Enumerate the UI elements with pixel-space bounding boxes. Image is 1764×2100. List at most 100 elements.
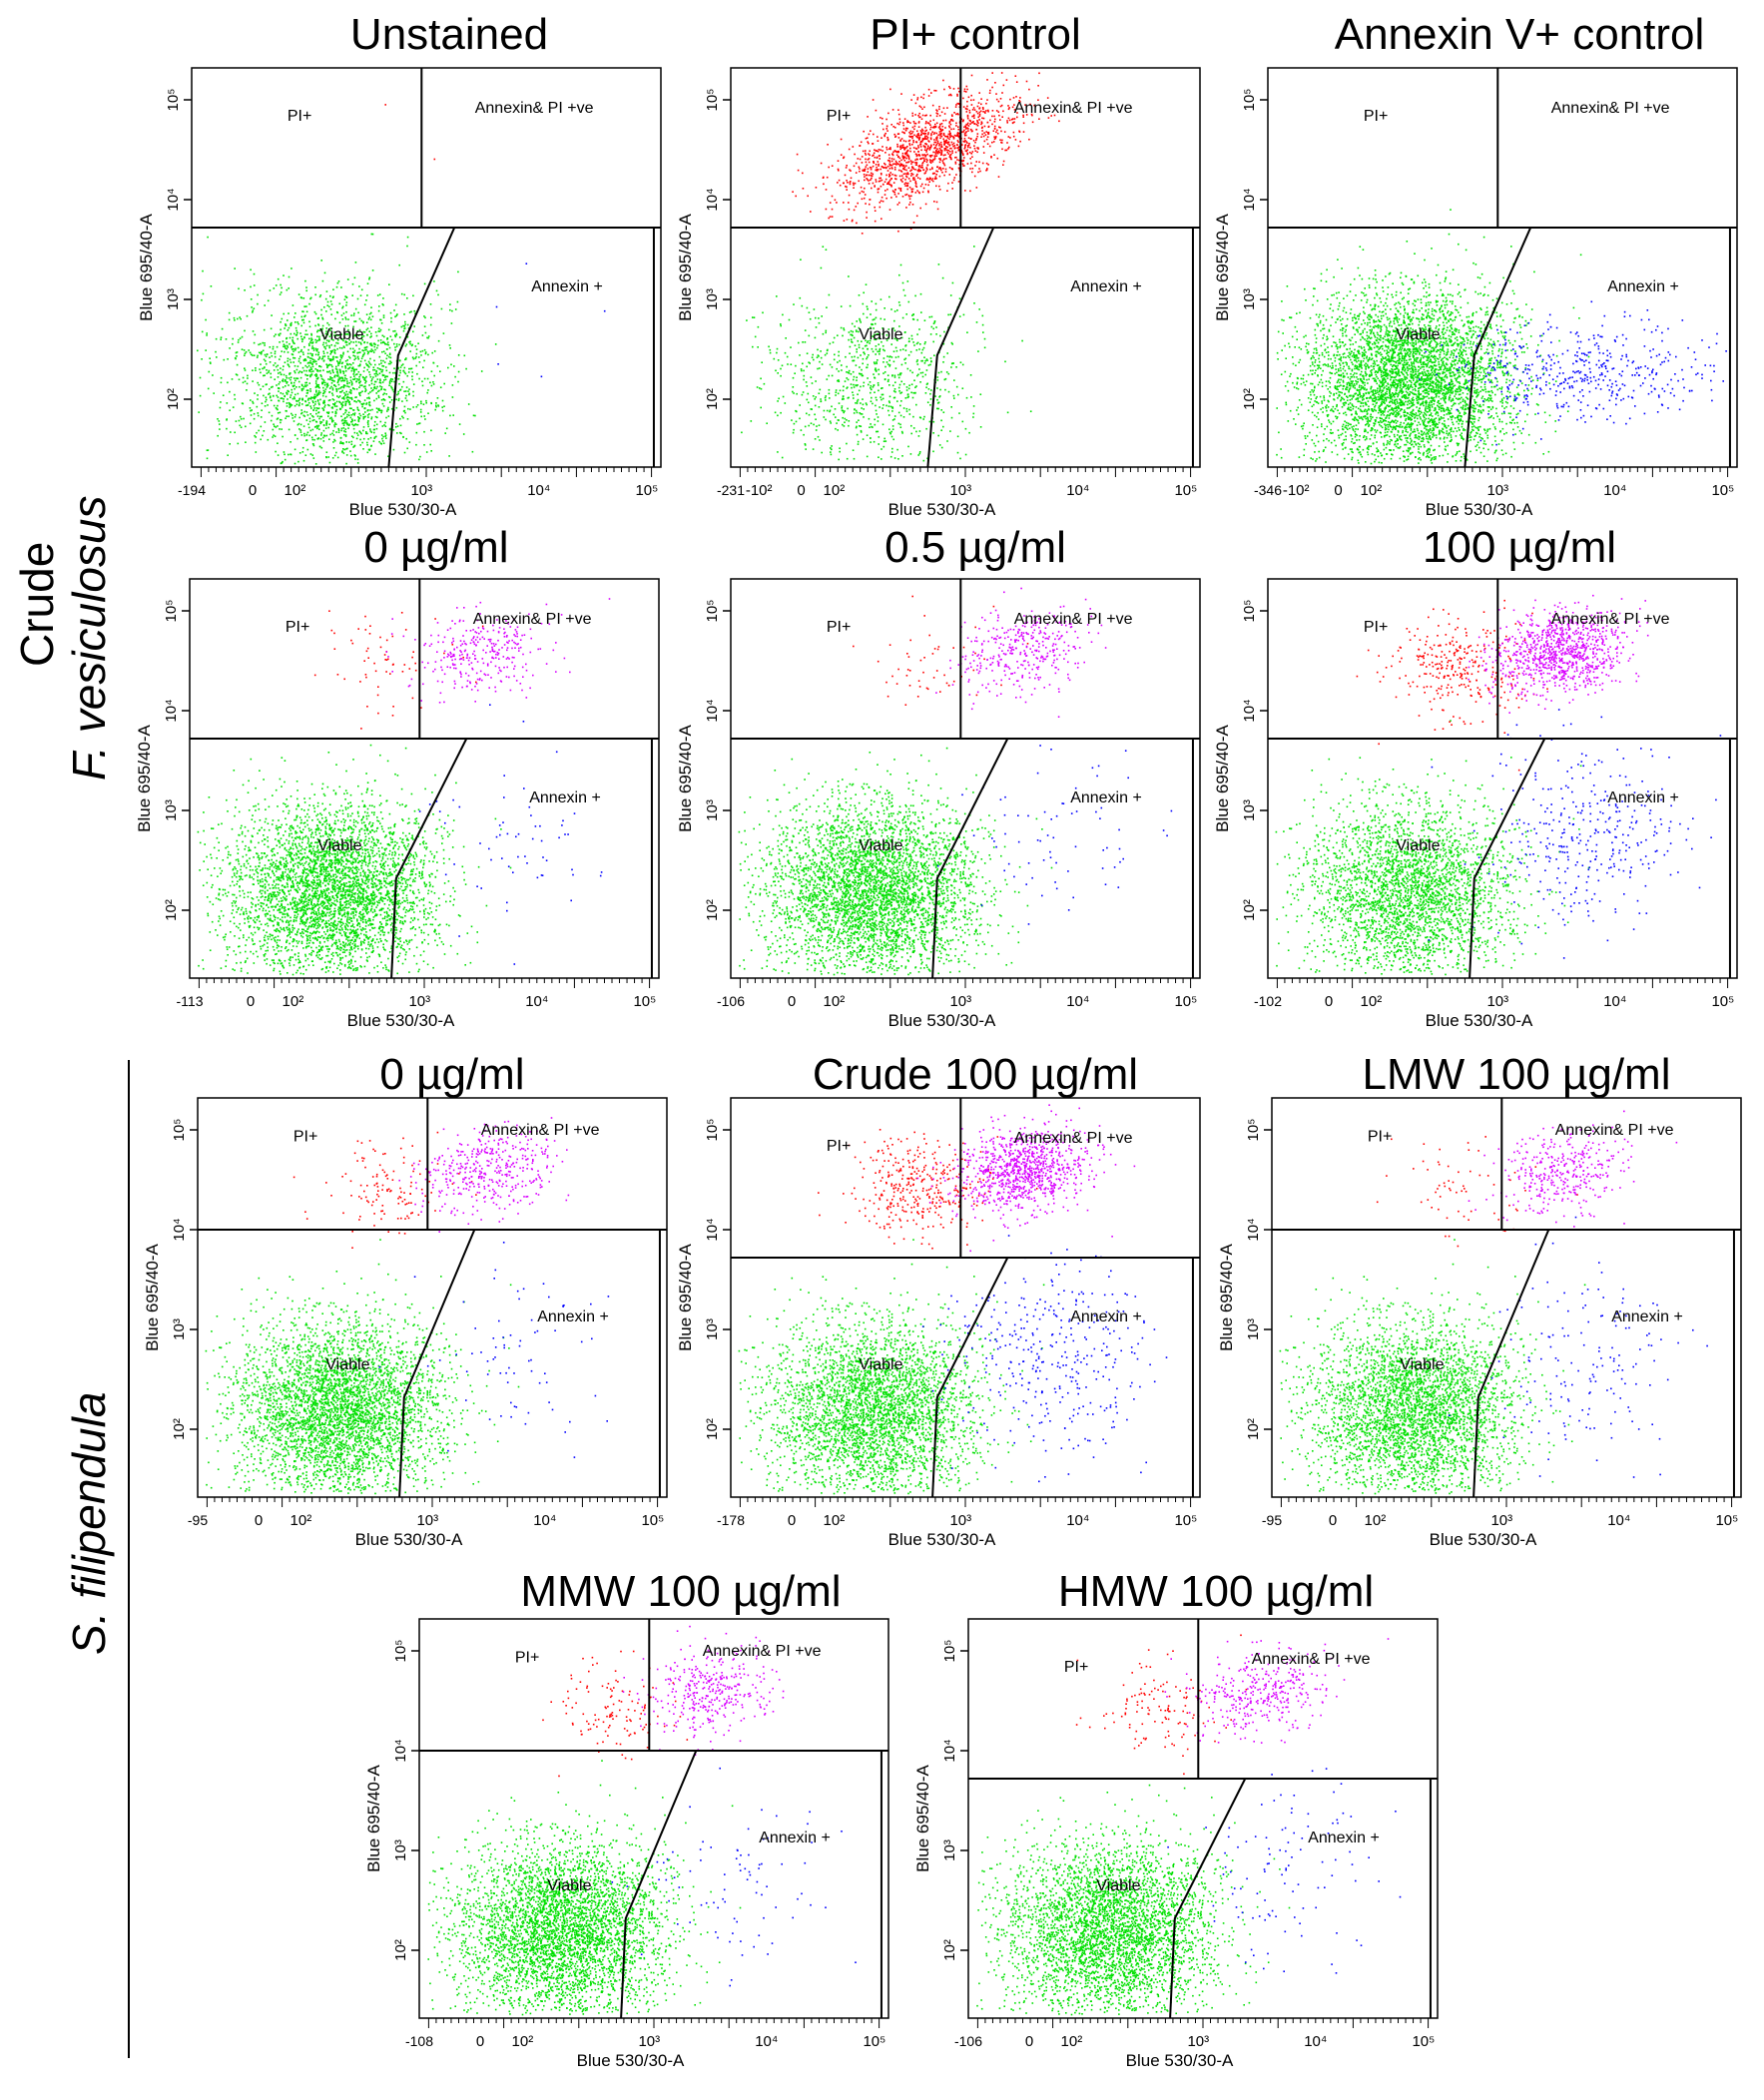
event-dot: [983, 140, 986, 143]
event-dot: [917, 373, 919, 376]
event-dot: [450, 322, 453, 324]
event-dot: [964, 126, 967, 129]
y-tick-label: 10⁵: [165, 89, 182, 112]
event-dot: [850, 170, 852, 172]
event-dot: [858, 166, 861, 169]
event-dot: [1058, 120, 1060, 123]
event-dot: [977, 350, 979, 352]
event-dot: [868, 354, 870, 356]
event-dot: [383, 388, 385, 390]
event-dot: [1001, 148, 1003, 151]
event-dot: [331, 392, 333, 394]
event-dot: [367, 423, 369, 425]
event-dot: [1028, 138, 1030, 141]
event-dot: [876, 430, 878, 433]
event-dot: [300, 324, 302, 327]
event-dot: [268, 393, 270, 395]
event-dot: [774, 411, 777, 414]
event-dot: [325, 363, 327, 365]
event-dot: [379, 328, 382, 331]
event-dot: [346, 333, 348, 335]
event-dot: [951, 281, 954, 284]
event-dot: [395, 398, 397, 401]
event-dot: [993, 125, 996, 128]
event-dot: [950, 366, 952, 368]
event-dot: [898, 383, 901, 386]
event-dot: [334, 410, 337, 413]
event-dot: [938, 444, 941, 446]
event-dot: [924, 392, 927, 394]
event-dot: [310, 368, 313, 370]
event-dot: [356, 432, 358, 434]
event-dot: [352, 341, 355, 343]
event-dot: [302, 359, 305, 362]
event-dot: [1470, 336, 1472, 339]
event-dot: [270, 327, 273, 330]
event-dot: [404, 397, 407, 399]
event-dot: [1435, 333, 1437, 335]
event-dot: [881, 137, 882, 139]
event-dot: [337, 334, 339, 336]
event-dot: [294, 462, 296, 465]
event-dot: [297, 460, 299, 463]
event-dot: [952, 136, 955, 139]
event-dot: [1380, 404, 1382, 406]
event-dot: [344, 369, 347, 372]
event-dot: [1459, 385, 1461, 387]
event-dot: [831, 445, 833, 447]
event-dot: [322, 386, 324, 389]
event-dot: [901, 181, 903, 183]
event-dot: [1359, 352, 1361, 355]
event-dot: [356, 434, 359, 436]
event-dot: [881, 448, 882, 450]
event-dot: [971, 122, 974, 124]
event-dot: [912, 141, 914, 144]
event-dot: [862, 398, 864, 400]
event-dot: [876, 166, 878, 169]
event-dot: [910, 391, 912, 394]
event-dot: [972, 405, 975, 407]
event-dot: [891, 173, 893, 176]
event-dot: [303, 384, 306, 386]
event-dot: [867, 168, 870, 170]
event-dot: [902, 122, 904, 124]
event-dot: [948, 145, 950, 147]
event-dot: [924, 154, 927, 157]
event-dot: [297, 293, 300, 295]
event-dot: [908, 408, 910, 411]
event-dot: [382, 316, 385, 318]
event-dot: [304, 400, 307, 403]
event-dot: [1394, 303, 1396, 306]
event-dot: [876, 170, 879, 172]
event-dot: [362, 426, 365, 428]
event-dot: [261, 350, 263, 353]
event-dot: [879, 180, 882, 183]
event-dot: [1412, 355, 1415, 357]
event-dot: [333, 348, 335, 351]
event-dot: [364, 379, 366, 381]
event-dot: [388, 428, 391, 431]
event-dot: [956, 435, 959, 438]
x-tick-label: 10⁵: [1174, 482, 1197, 499]
event-dot: [232, 342, 234, 345]
event-dot: [404, 323, 406, 325]
event-dot: [927, 190, 929, 193]
event-dot: [1000, 104, 1003, 107]
event-dot: [400, 292, 403, 295]
event-dot: [363, 359, 366, 362]
event-dot: [891, 425, 894, 427]
event-dot: [933, 172, 936, 175]
event-dot: [850, 177, 853, 180]
event-dot: [1343, 344, 1346, 347]
event-dot: [815, 396, 817, 398]
event-dot: [891, 419, 894, 421]
event-dot: [1314, 333, 1317, 336]
event-dot: [308, 420, 311, 423]
event-dot: [776, 347, 779, 350]
event-dot: [900, 93, 902, 95]
event-dot: [932, 340, 934, 343]
event-dot: [921, 114, 924, 117]
event-dot: [870, 386, 872, 389]
event-dot: [890, 164, 893, 167]
event-dot: [356, 462, 359, 464]
